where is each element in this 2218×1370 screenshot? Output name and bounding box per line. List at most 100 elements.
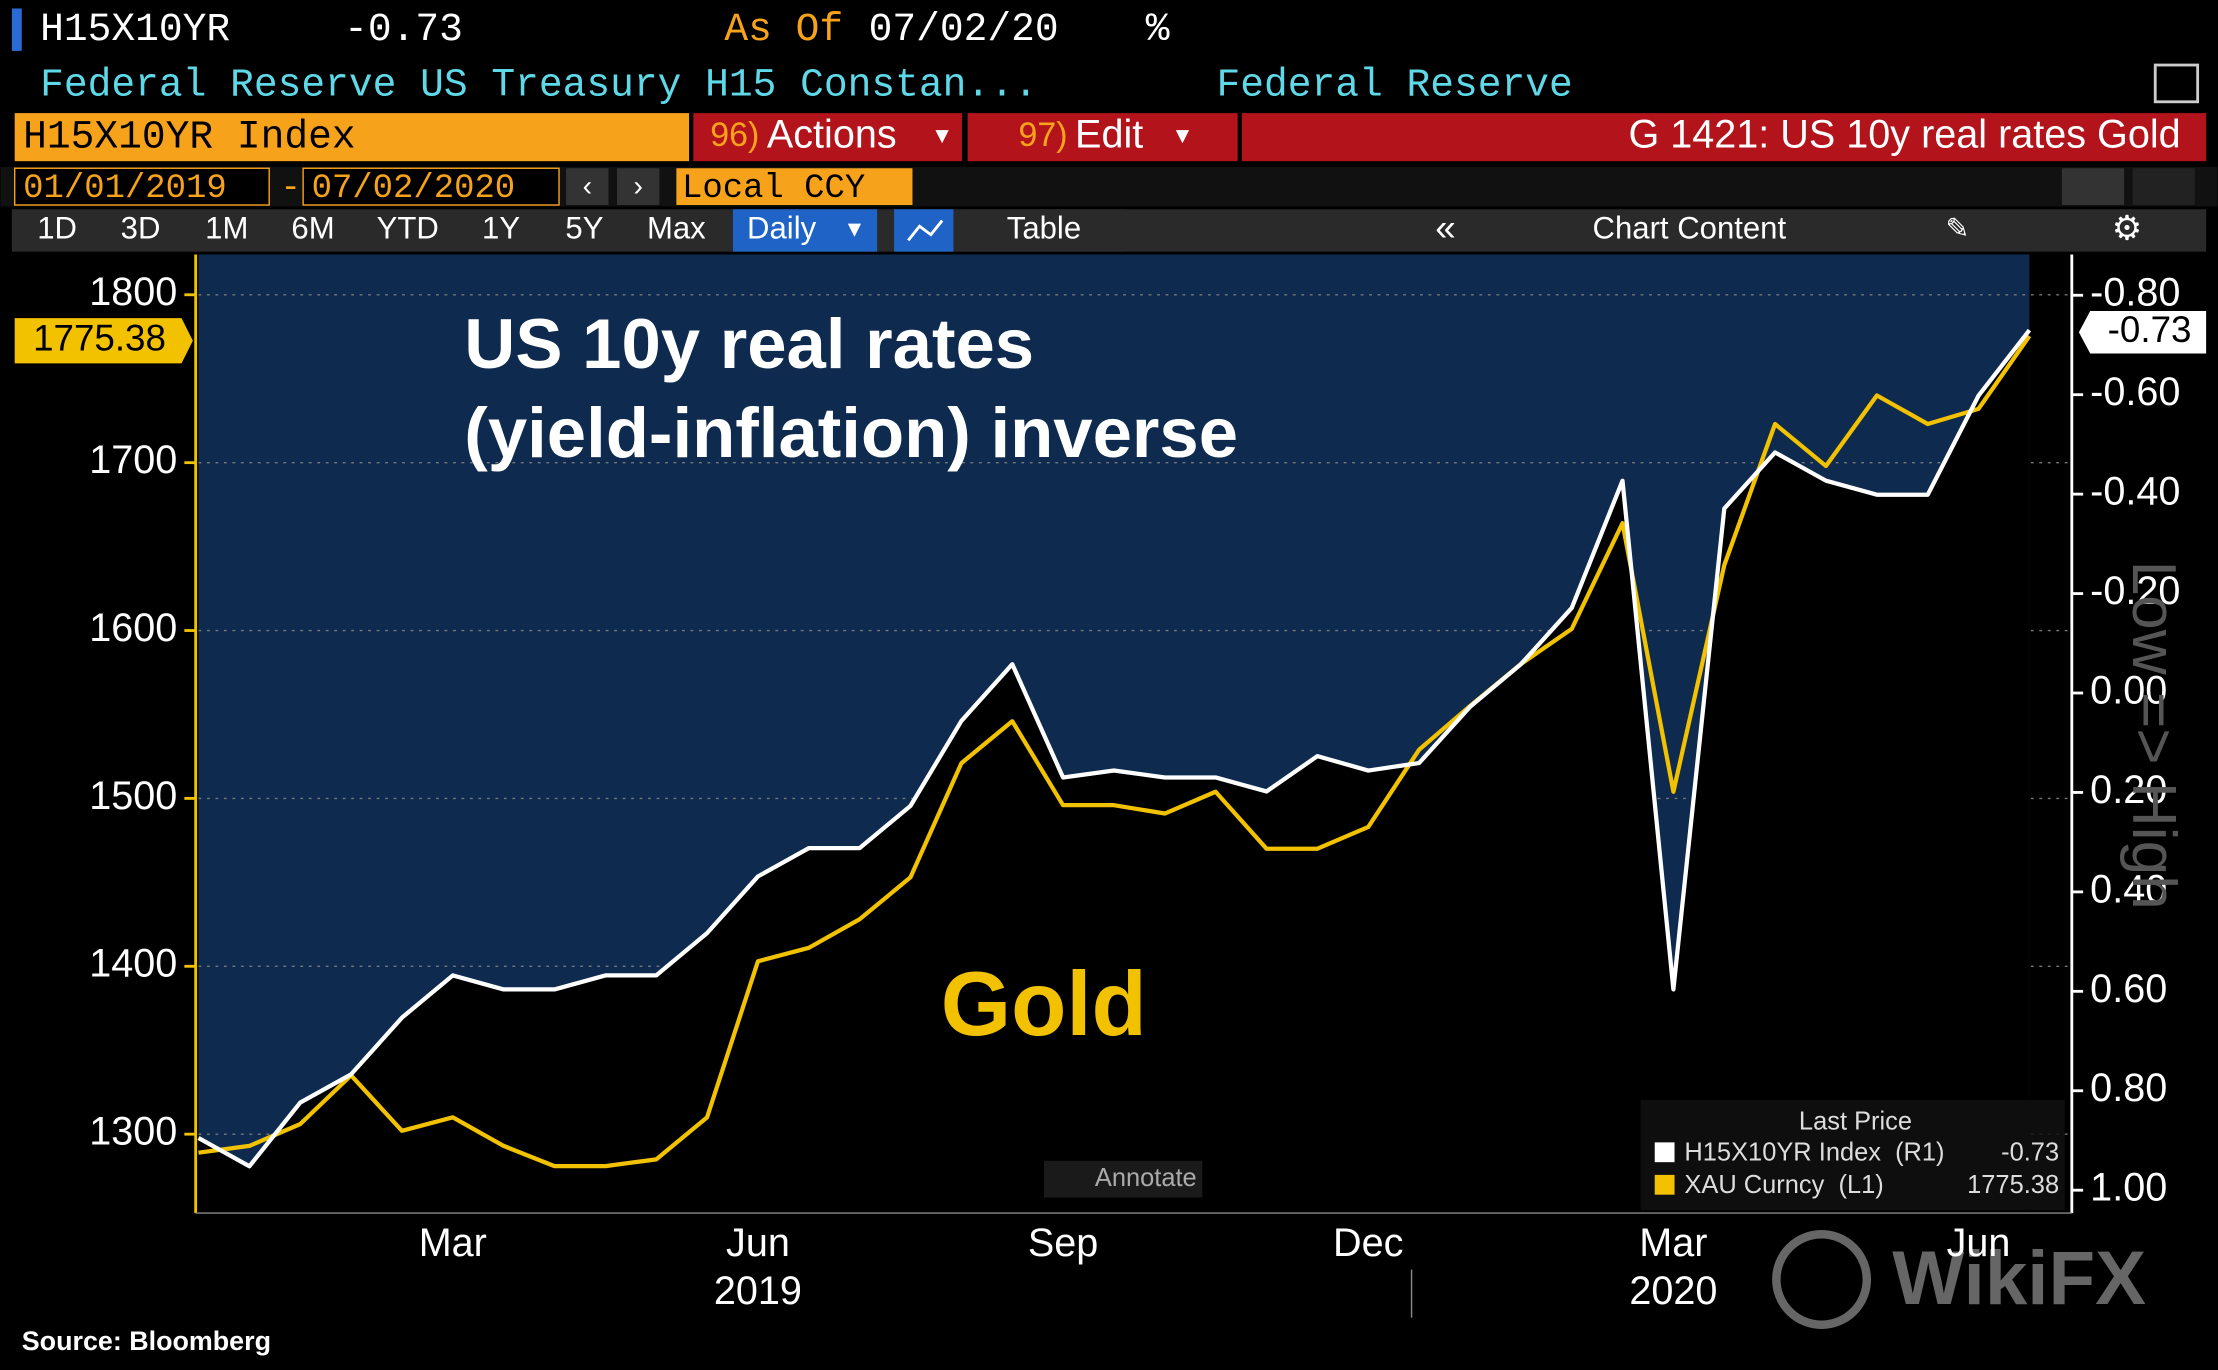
x-tick-label: Mar bbox=[419, 1221, 487, 1265]
period-button[interactable]: 1Y bbox=[482, 211, 520, 246]
series-line bbox=[197, 328, 2032, 1169]
legend-title: Last Price bbox=[1799, 1107, 1912, 1135]
collapse-button[interactable]: « bbox=[1435, 207, 1455, 248]
y-tick-label: 1600 bbox=[89, 606, 177, 650]
legend-tag: (L1) bbox=[1839, 1171, 1884, 1199]
start-date-field[interactable] bbox=[13, 167, 270, 206]
table-button[interactable] bbox=[961, 209, 1125, 252]
description: Federal Reserve US Treasury H15 Constan.… bbox=[40, 62, 1038, 107]
line-chart-icon bbox=[907, 219, 944, 242]
y2-last-tag bbox=[2078, 311, 2207, 354]
y-tick-label: 1700 bbox=[89, 438, 177, 482]
next-icon: › bbox=[633, 170, 642, 202]
y2-tick-label: 0.80 bbox=[2090, 1066, 2167, 1110]
source: Source: Bloomberg bbox=[22, 1326, 271, 1356]
period-buttons: 1D 3D 1M 6M YTD 1Y 5Y Max bbox=[37, 211, 706, 246]
legend-label: XAU Curncy bbox=[1684, 1171, 1824, 1199]
legend-value: 1775.38 bbox=[1967, 1171, 2059, 1199]
as-of-label: As Of bbox=[724, 7, 843, 52]
chart-title: US 10y real rates bbox=[464, 304, 1034, 383]
as-of-date: 07/02/20 bbox=[869, 7, 1059, 52]
security: H15X10YR Index bbox=[23, 115, 356, 160]
period-button[interactable]: 6M bbox=[291, 211, 334, 246]
undo-button[interactable] bbox=[2061, 168, 2125, 206]
period-button[interactable]: 1M bbox=[205, 211, 248, 246]
x-tick-label: Jun bbox=[1947, 1221, 2011, 1265]
y-tick-label: 1300 bbox=[89, 1110, 177, 1154]
x-tick-label: Dec bbox=[1333, 1221, 1403, 1265]
dropdown-arrow: ▼ bbox=[843, 216, 865, 241]
frequency: Daily bbox=[747, 211, 817, 246]
popout-button[interactable] bbox=[2153, 63, 2200, 104]
prev-icon: ‹ bbox=[583, 170, 592, 202]
x-tick-label: Sep bbox=[1028, 1221, 1098, 1265]
last-value: -0.73 bbox=[344, 7, 463, 52]
y2-tick-label: 0.60 bbox=[2090, 967, 2167, 1011]
legend-label: H15X10YR Index bbox=[1684, 1138, 1881, 1166]
chart-name: G 1421: US 10y real rates Gold bbox=[1628, 113, 2180, 157]
dropdown-arrow: ▼ bbox=[1171, 123, 1193, 148]
y-last-tag bbox=[14, 318, 193, 364]
actions-label: Actions bbox=[767, 113, 897, 157]
y2-tick-label: 0.00 bbox=[2090, 668, 2167, 712]
currency-field[interactable] bbox=[676, 168, 913, 206]
watermark-logo bbox=[1772, 1230, 1872, 1329]
y2-axis-title: Low => High bbox=[2119, 561, 2188, 910]
redo-button[interactable] bbox=[2132, 168, 2195, 206]
y2-last-value: -0.73 bbox=[2108, 309, 2192, 350]
x-tick-label: Jun bbox=[726, 1221, 790, 1265]
y2-tick-label: -0.80 bbox=[2090, 271, 2180, 315]
annotate-button[interactable] bbox=[1043, 1160, 1203, 1198]
y-tick-label: 1400 bbox=[89, 942, 177, 986]
annotation: Gold bbox=[941, 954, 1147, 1055]
year-label: 2020 bbox=[1629, 1269, 1717, 1313]
period-button[interactable]: 3D bbox=[121, 211, 161, 246]
period-button[interactable]: Max bbox=[647, 211, 706, 246]
table-label: Table bbox=[1007, 211, 1081, 246]
start-date: 01/01/2019 bbox=[23, 170, 227, 208]
y2-tick-label: 0.20 bbox=[2090, 768, 2167, 812]
annotate-label: Annotate bbox=[1095, 1164, 1197, 1192]
settings-icon[interactable]: ⚙ bbox=[2112, 209, 2142, 247]
y2-tick-label: -0.20 bbox=[2090, 569, 2180, 613]
legend-tag: (R1) bbox=[1895, 1138, 1944, 1166]
period-button[interactable]: 1D bbox=[37, 211, 77, 246]
period-button[interactable]: YTD bbox=[377, 211, 439, 246]
prev-button[interactable] bbox=[566, 168, 609, 206]
source-name: Federal Reserve bbox=[1216, 62, 1572, 107]
chart: 1300 1400 1500 1600 1700 1800 -0.80 -0.60 -0.40 -… bbox=[89, 270, 2180, 1214]
ticker: H15X10YR bbox=[40, 7, 230, 52]
security-field[interactable] bbox=[14, 113, 690, 162]
edit-button[interactable] bbox=[967, 113, 1238, 162]
chart-content-label[interactable]: Chart Content bbox=[1593, 211, 1787, 246]
y2-tick-label: -0.60 bbox=[2090, 370, 2180, 414]
actions-num: 96) bbox=[710, 116, 759, 154]
frequency-button[interactable] bbox=[732, 209, 878, 252]
legend-swatch bbox=[1654, 1174, 1675, 1195]
y2-tick-label: -0.40 bbox=[2090, 470, 2180, 514]
marker bbox=[11, 8, 22, 51]
legend-value: -0.73 bbox=[2001, 1138, 2059, 1166]
watermark: WikiFX bbox=[1892, 1236, 2146, 1321]
edit-icon[interactable]: ✎ bbox=[1945, 212, 1969, 244]
edit-label: Edit bbox=[1075, 113, 1143, 157]
series-line bbox=[198, 334, 2032, 1169]
y-tick-label: 1800 bbox=[89, 270, 177, 314]
actions-button[interactable] bbox=[693, 113, 962, 162]
unit: % bbox=[1146, 7, 1170, 52]
legend bbox=[1640, 1099, 2065, 1211]
end-date-field[interactable] bbox=[302, 167, 560, 206]
chart-title: (yield-inflation) inverse bbox=[464, 393, 1238, 472]
y-tick-label: 1500 bbox=[89, 774, 177, 818]
year-label: 2019 bbox=[714, 1269, 802, 1313]
currency: Local CCY bbox=[682, 170, 865, 208]
dropdown-arrow: ▼ bbox=[931, 123, 953, 148]
next-button[interactable] bbox=[616, 168, 660, 206]
y2-tick-label: 1.00 bbox=[2090, 1166, 2167, 1210]
edit-num: 97) bbox=[1019, 116, 1068, 154]
period-button[interactable]: 5Y bbox=[565, 211, 603, 246]
x-tick-label: Mar bbox=[1639, 1221, 1707, 1265]
chart-name-field bbox=[1241, 113, 2207, 162]
range-separator: - bbox=[280, 170, 300, 208]
